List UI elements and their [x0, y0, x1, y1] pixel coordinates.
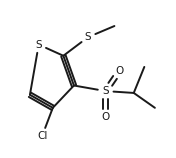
Text: S: S	[102, 86, 109, 96]
Text: Cl: Cl	[37, 131, 47, 141]
Text: S: S	[35, 40, 42, 50]
Text: O: O	[116, 66, 124, 76]
Text: S: S	[85, 32, 91, 42]
Text: O: O	[102, 112, 110, 122]
